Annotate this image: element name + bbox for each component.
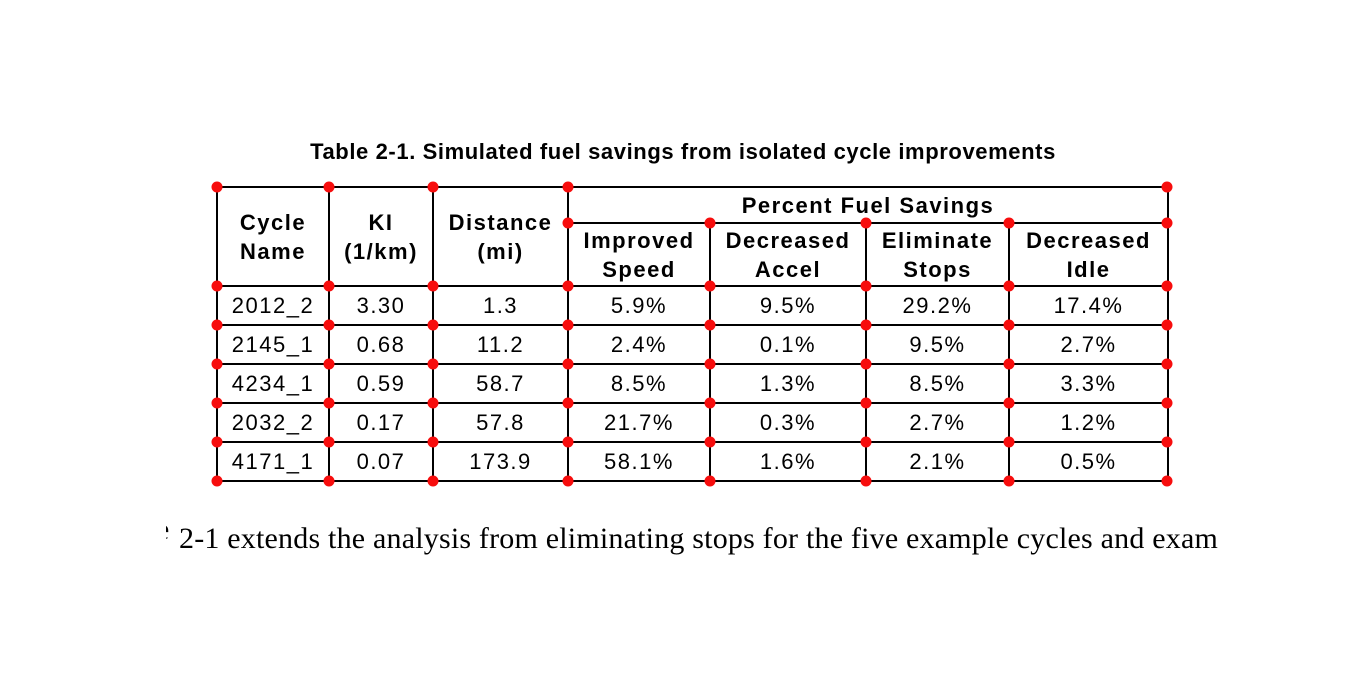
cell-improved-speed: 8.5% bbox=[567, 363, 711, 404]
cell-ki: 0.07 bbox=[328, 441, 434, 482]
cell-decreased-accel: 1.3% bbox=[709, 363, 867, 404]
header-distance: Distance (mi) bbox=[432, 186, 569, 287]
cell-distance: 1.3 bbox=[432, 285, 569, 326]
cell-cycle-name: 2012_2 bbox=[216, 285, 330, 326]
cell-distance: 57.8 bbox=[432, 402, 569, 443]
cell-distance: 173.9 bbox=[432, 441, 569, 482]
cell-decreased-idle: 0.5% bbox=[1007, 441, 1170, 482]
body-sentence: 2-1 extends the analysis from eliminatin… bbox=[179, 522, 1218, 555]
cell-cycle-name: 4234_1 bbox=[216, 363, 330, 404]
cell-decreased-idle: 17.4% bbox=[1007, 285, 1170, 326]
cell-decreased-accel: 9.5% bbox=[709, 285, 867, 326]
cell-ki: 0.59 bbox=[328, 363, 434, 404]
cell-eliminate-stops: 2.1% bbox=[865, 441, 1010, 482]
header-decreased-accel: Decreased Accel bbox=[709, 222, 867, 287]
cell-improved-speed: 5.9% bbox=[567, 285, 711, 326]
cell-improved-speed: 21.7% bbox=[567, 402, 711, 443]
cell-ki: 0.17 bbox=[328, 402, 434, 443]
cell-improved-speed: 2.4% bbox=[567, 324, 711, 365]
header-improved-speed: Improved Speed bbox=[567, 222, 711, 287]
body-text: e2-1 extends the analysis from eliminati… bbox=[166, 512, 1218, 557]
table-row: 2012_2 3.30 1.3 5.9% 9.5% 29.2% 17.4% bbox=[216, 285, 1170, 326]
cell-cycle-name: 2145_1 bbox=[216, 324, 330, 365]
cell-decreased-accel: 0.3% bbox=[709, 402, 867, 443]
table-header-row-2: Improved Speed Decreased Accel Eliminate… bbox=[217, 222, 1170, 287]
header-decreased-idle: Decreased Idle bbox=[1007, 222, 1170, 287]
table-row: 4171_1 0.07 173.9 58.1% 1.6% 2.1% 0.5% bbox=[216, 441, 1170, 482]
cell-decreased-idle: 3.3% bbox=[1007, 363, 1170, 404]
cell-ki: 3.30 bbox=[328, 285, 434, 326]
header-percent-fuel-savings: Percent Fuel Savings bbox=[566, 186, 1170, 224]
clipped-word-fragment: e bbox=[166, 512, 172, 548]
cell-improved-speed: 58.1% bbox=[567, 441, 711, 482]
cell-cycle-name: 4171_1 bbox=[216, 441, 330, 482]
cell-distance: 58.7 bbox=[432, 363, 569, 404]
cell-decreased-idle: 1.2% bbox=[1007, 402, 1170, 443]
header-cycle-name: Cycle Name bbox=[216, 186, 330, 287]
header-eliminate-stops: Eliminate Stops bbox=[865, 222, 1010, 287]
cell-decreased-accel: 0.1% bbox=[709, 324, 867, 365]
cell-decreased-accel: 1.6% bbox=[709, 441, 867, 482]
cell-eliminate-stops: 9.5% bbox=[865, 324, 1010, 365]
cell-cycle-name: 2032_2 bbox=[216, 402, 330, 443]
table-row: 4234_1 0.59 58.7 8.5% 1.3% 8.5% 3.3% bbox=[216, 363, 1170, 404]
cell-eliminate-stops: 2.7% bbox=[865, 402, 1010, 443]
cell-ki: 0.68 bbox=[328, 324, 434, 365]
cell-distance: 11.2 bbox=[432, 324, 569, 365]
cell-eliminate-stops: 29.2% bbox=[865, 285, 1010, 326]
fuel-savings-table: Cycle Name KI (1/km) Distance (mi) Perce… bbox=[216, 186, 1170, 482]
cell-decreased-idle: 2.7% bbox=[1007, 324, 1170, 365]
table-caption: Table 2-1. Simulated fuel savings from i… bbox=[310, 139, 1056, 164]
table-row: 2032_2 0.17 57.8 21.7% 0.3% 2.7% 1.2% bbox=[216, 402, 1170, 443]
cell-eliminate-stops: 8.5% bbox=[865, 363, 1010, 404]
table-row: 2145_1 0.68 11.2 2.4% 0.1% 9.5% 2.7% bbox=[216, 324, 1170, 365]
header-ki: KI (1/km) bbox=[328, 186, 434, 287]
table-header-row-1: Cycle Name KI (1/km) Distance (mi) Perce… bbox=[216, 186, 1170, 287]
